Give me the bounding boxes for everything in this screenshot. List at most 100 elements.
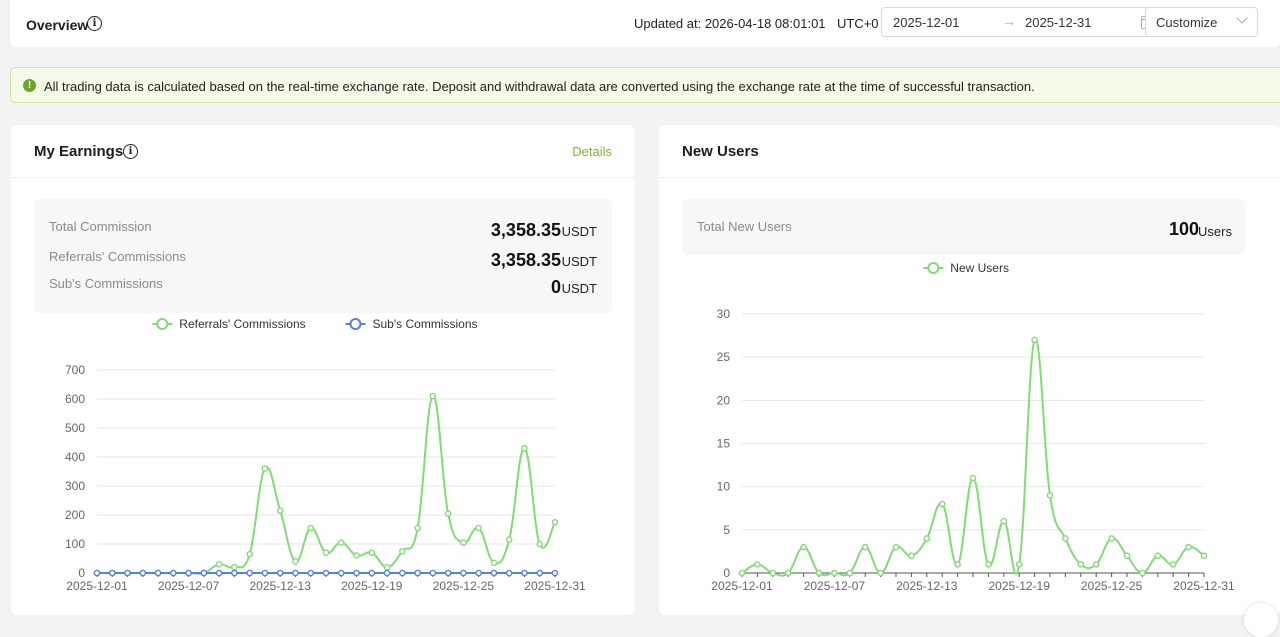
referrals-commission-unit: USDT	[561, 254, 597, 269]
new-users-summary: Total New Users 100 Users	[682, 199, 1245, 255]
data-point	[337, 569, 345, 577]
y-tick-label: 300	[65, 479, 85, 493]
data-point	[444, 569, 452, 577]
data-point	[1092, 561, 1100, 568]
data-point	[738, 569, 746, 577]
data-point	[276, 569, 284, 577]
range-select-value: Customize	[1156, 15, 1218, 30]
data-point	[170, 569, 177, 577]
legend-item: Referrals' Commissions	[152, 317, 306, 331]
data-point	[1154, 552, 1162, 560]
new-users-title: New Users	[682, 143, 759, 160]
data-point	[261, 569, 269, 577]
page-title: Overview	[26, 17, 89, 33]
data-point	[475, 569, 482, 577]
data-point	[1015, 561, 1023, 568]
data-point	[551, 518, 559, 526]
data-point	[521, 569, 528, 577]
data-point	[908, 552, 915, 560]
updated-at-text: Updated at: 2026-04-18 08:01:01	[634, 16, 826, 31]
subs-commission-label: Sub's Commissions	[49, 276, 163, 291]
referrals-commission-label: Referrals' Commissions	[49, 249, 186, 264]
data-point	[292, 558, 299, 565]
date-start[interactable]: 2025-12-01	[893, 15, 960, 30]
data-point	[490, 559, 498, 567]
data-point	[784, 569, 792, 577]
earnings-summary: Total Commission 3,358.35 USDT Referrals…	[34, 199, 612, 313]
data-point	[337, 539, 345, 546]
data-point	[322, 569, 330, 577]
y-tick-label: 15	[717, 437, 731, 451]
data-point	[490, 569, 498, 577]
data-point	[923, 535, 931, 542]
info-icon[interactable]: i	[123, 144, 138, 159]
range-select[interactable]: Customize	[1145, 7, 1258, 37]
earnings-chart: Referrals' Commissions Sub's Commissions 0…	[65, 317, 586, 593]
data-point	[200, 569, 208, 577]
data-point	[460, 569, 467, 577]
data-point	[1139, 569, 1146, 577]
timezone-label: UTC+0	[837, 16, 879, 31]
data-point	[139, 569, 147, 577]
data-point	[551, 569, 559, 577]
total-new-users-value: 100	[1168, 219, 1199, 239]
legend-label: New Users	[950, 261, 1009, 275]
subs-commission-unit: USDT	[561, 281, 597, 296]
data-point	[383, 563, 391, 571]
series-line	[741, 338, 1205, 577]
data-point	[754, 561, 761, 568]
data-point	[322, 549, 330, 556]
data-point	[861, 543, 869, 551]
data-point	[969, 474, 977, 482]
y-tick-label: 25	[717, 350, 731, 364]
x-tick-label: 2025-12-25	[433, 579, 495, 593]
data-point	[769, 569, 777, 577]
data-point	[276, 507, 284, 514]
legend-label: Sub's Commissions	[373, 317, 478, 331]
data-point	[1108, 535, 1115, 542]
data-point	[307, 524, 315, 532]
data-point	[1046, 491, 1054, 499]
data-point	[1031, 336, 1038, 344]
total-commission-unit: USDT	[561, 224, 597, 239]
data-point	[231, 563, 238, 571]
data-point	[505, 569, 513, 577]
data-point	[307, 569, 315, 577]
y-tick-label: 5	[723, 523, 730, 537]
x-tick-label: 2025-12-19	[989, 579, 1051, 593]
x-tick-label: 2025-12-01	[66, 579, 128, 593]
data-point	[399, 569, 406, 577]
data-point	[154, 569, 162, 577]
legend-marker	[156, 318, 169, 330]
legend-marker	[927, 262, 940, 274]
date-range-picker[interactable]: 2025-12-01 → 2025-12-31	[881, 7, 1163, 37]
legend-label: Referrals' Commissions	[179, 317, 305, 331]
data-point	[93, 569, 101, 577]
y-tick-label: 500	[65, 421, 85, 435]
data-point	[1200, 552, 1208, 560]
notice-text: All trading data is calculated based on …	[44, 79, 1035, 94]
info-circle-icon: !	[23, 79, 36, 92]
data-point	[1077, 561, 1085, 568]
legend-item: Sub's Commissions	[345, 317, 478, 331]
total-new-users-unit: Users	[1198, 224, 1232, 239]
data-point	[1185, 543, 1192, 551]
info-icon[interactable]: i	[87, 16, 102, 31]
data-point	[368, 569, 376, 577]
subs-commission-value: 0	[550, 277, 561, 297]
data-point	[1062, 535, 1069, 542]
floating-action-button[interactable]	[1244, 603, 1278, 637]
x-tick-label: 2025-12-13	[896, 579, 958, 593]
data-point	[399, 547, 406, 555]
data-point	[505, 536, 513, 543]
x-tick-label: 2025-12-07	[804, 579, 866, 593]
details-link[interactable]: Details	[572, 144, 612, 159]
legend-item: New Users	[923, 261, 1009, 275]
top-bar: Overview i Updated at: 2026-04-18 08:01:…	[10, 0, 1280, 47]
x-tick-label: 2025-12-19	[341, 579, 403, 593]
y-tick-label: 0	[78, 566, 85, 580]
data-point	[1123, 552, 1131, 560]
date-end[interactable]: 2025-12-31	[1025, 15, 1092, 30]
y-tick-label: 600	[65, 392, 85, 406]
data-point	[215, 569, 223, 577]
